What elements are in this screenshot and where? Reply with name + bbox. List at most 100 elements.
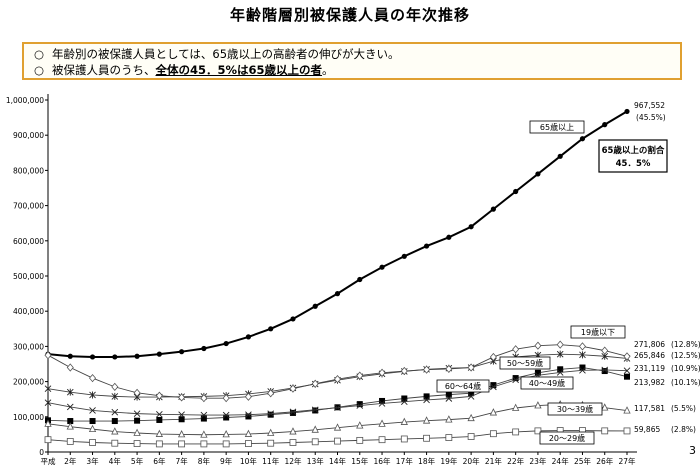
- data-point: [67, 418, 74, 425]
- share-callout-title: 65歳以上の割合: [602, 145, 665, 156]
- data-point: [89, 418, 96, 425]
- data-point: [200, 430, 208, 438]
- data-point: [111, 427, 119, 435]
- data-point: [556, 350, 564, 358]
- y-tick-label: 1,000,000: [6, 96, 44, 105]
- data-point: [134, 353, 140, 359]
- data-point: [400, 398, 408, 405]
- series-0: [45, 108, 630, 360]
- data-point: [556, 340, 564, 349]
- data-point: [535, 171, 541, 177]
- end-value-label: 967,552: [634, 101, 665, 110]
- data-point: [512, 345, 520, 354]
- data-point: [579, 367, 586, 374]
- series-name-box: [499, 356, 551, 370]
- series-6: [44, 427, 631, 448]
- data-point: [468, 390, 475, 397]
- x-tick-label: 2年: [64, 456, 77, 466]
- data-point: [513, 188, 519, 195]
- data-point: [289, 408, 297, 416]
- data-point: [601, 427, 609, 435]
- data-point: [200, 411, 208, 419]
- end-value-label: 213,982: [634, 378, 665, 387]
- data-point: [378, 436, 386, 444]
- data-point: [200, 415, 207, 422]
- data-point: [623, 352, 631, 361]
- data-point: [200, 394, 208, 403]
- series-name-label: 30～39歳: [557, 404, 593, 414]
- data-point: [156, 351, 162, 357]
- data-point: [111, 392, 119, 400]
- data-point: [178, 411, 185, 419]
- x-tick-label: 7年: [175, 456, 188, 466]
- x-tick-label: 16年: [374, 456, 392, 466]
- x-tick-label: 20年: [463, 456, 481, 466]
- data-point: [67, 353, 73, 359]
- data-point: [222, 430, 230, 438]
- data-point: [244, 392, 252, 401]
- y-tick-label: 800,000: [13, 166, 44, 175]
- data-point: [578, 342, 586, 351]
- x-tick-label: 11年: [262, 456, 280, 466]
- x-tick-label: 4年: [109, 456, 122, 466]
- data-point: [623, 427, 631, 435]
- data-point: [334, 291, 341, 297]
- data-point: [178, 416, 185, 423]
- data-point: [245, 413, 252, 420]
- data-point: [200, 440, 208, 448]
- data-point: [112, 354, 118, 360]
- data-point: [134, 417, 141, 424]
- data-point: [467, 363, 475, 372]
- data-point: [623, 367, 631, 374]
- data-point: [601, 403, 609, 411]
- data-point: [111, 418, 118, 425]
- data-point: [311, 425, 319, 433]
- data-point: [44, 351, 52, 360]
- x-tick-label: 14年: [329, 456, 347, 466]
- data-point: [423, 393, 430, 400]
- data-point: [111, 382, 119, 391]
- data-point: [467, 393, 475, 400]
- data-point: [88, 424, 97, 433]
- data-point: [333, 423, 342, 431]
- y-tick-label: 600,000: [13, 237, 44, 246]
- bullet-icon: ○: [34, 63, 45, 77]
- data-point: [267, 389, 275, 398]
- data-point: [357, 276, 363, 283]
- end-value-label: 117,581: [634, 404, 665, 413]
- data-point: [133, 410, 141, 417]
- series-name-label: 20～29歳: [549, 433, 585, 443]
- data-point: [89, 391, 96, 399]
- data-point: [512, 375, 519, 382]
- data-point: [490, 383, 497, 391]
- series-name-box: [539, 431, 595, 445]
- share-callout-value: 45．5%: [616, 159, 651, 169]
- data-point: [556, 369, 564, 376]
- data-point: [624, 108, 630, 115]
- data-point: [400, 417, 408, 425]
- data-point: [534, 341, 542, 350]
- summary-line-1: ○ 年齢別の被保護人員としては、65歳以上の高齢者の伸びが大きい。: [34, 46, 670, 62]
- data-point: [356, 402, 364, 409]
- data-point: [222, 411, 230, 419]
- data-point: [601, 366, 609, 374]
- series-name-box: [436, 379, 490, 393]
- x-tick-label: 6年: [153, 456, 166, 466]
- data-point: [66, 438, 74, 445]
- page-number: 3: [689, 444, 696, 457]
- end-value-label: 271,806: [634, 340, 665, 349]
- data-point: [334, 404, 341, 411]
- data-point: [423, 396, 430, 404]
- data-point: [601, 368, 608, 375]
- data-point: [311, 379, 319, 388]
- data-point: [289, 427, 297, 435]
- summary-text-2a: 被保護人員のうち、: [52, 63, 156, 77]
- x-tick-label: 8年: [198, 456, 211, 466]
- series-name-box: [547, 402, 603, 416]
- data-point: [312, 303, 318, 309]
- data-point: [289, 384, 297, 393]
- data-point: [378, 400, 386, 407]
- series-name-label: 50～59歳: [507, 358, 543, 368]
- y-tick-label: 300,000: [13, 342, 44, 351]
- data-point: [489, 352, 497, 362]
